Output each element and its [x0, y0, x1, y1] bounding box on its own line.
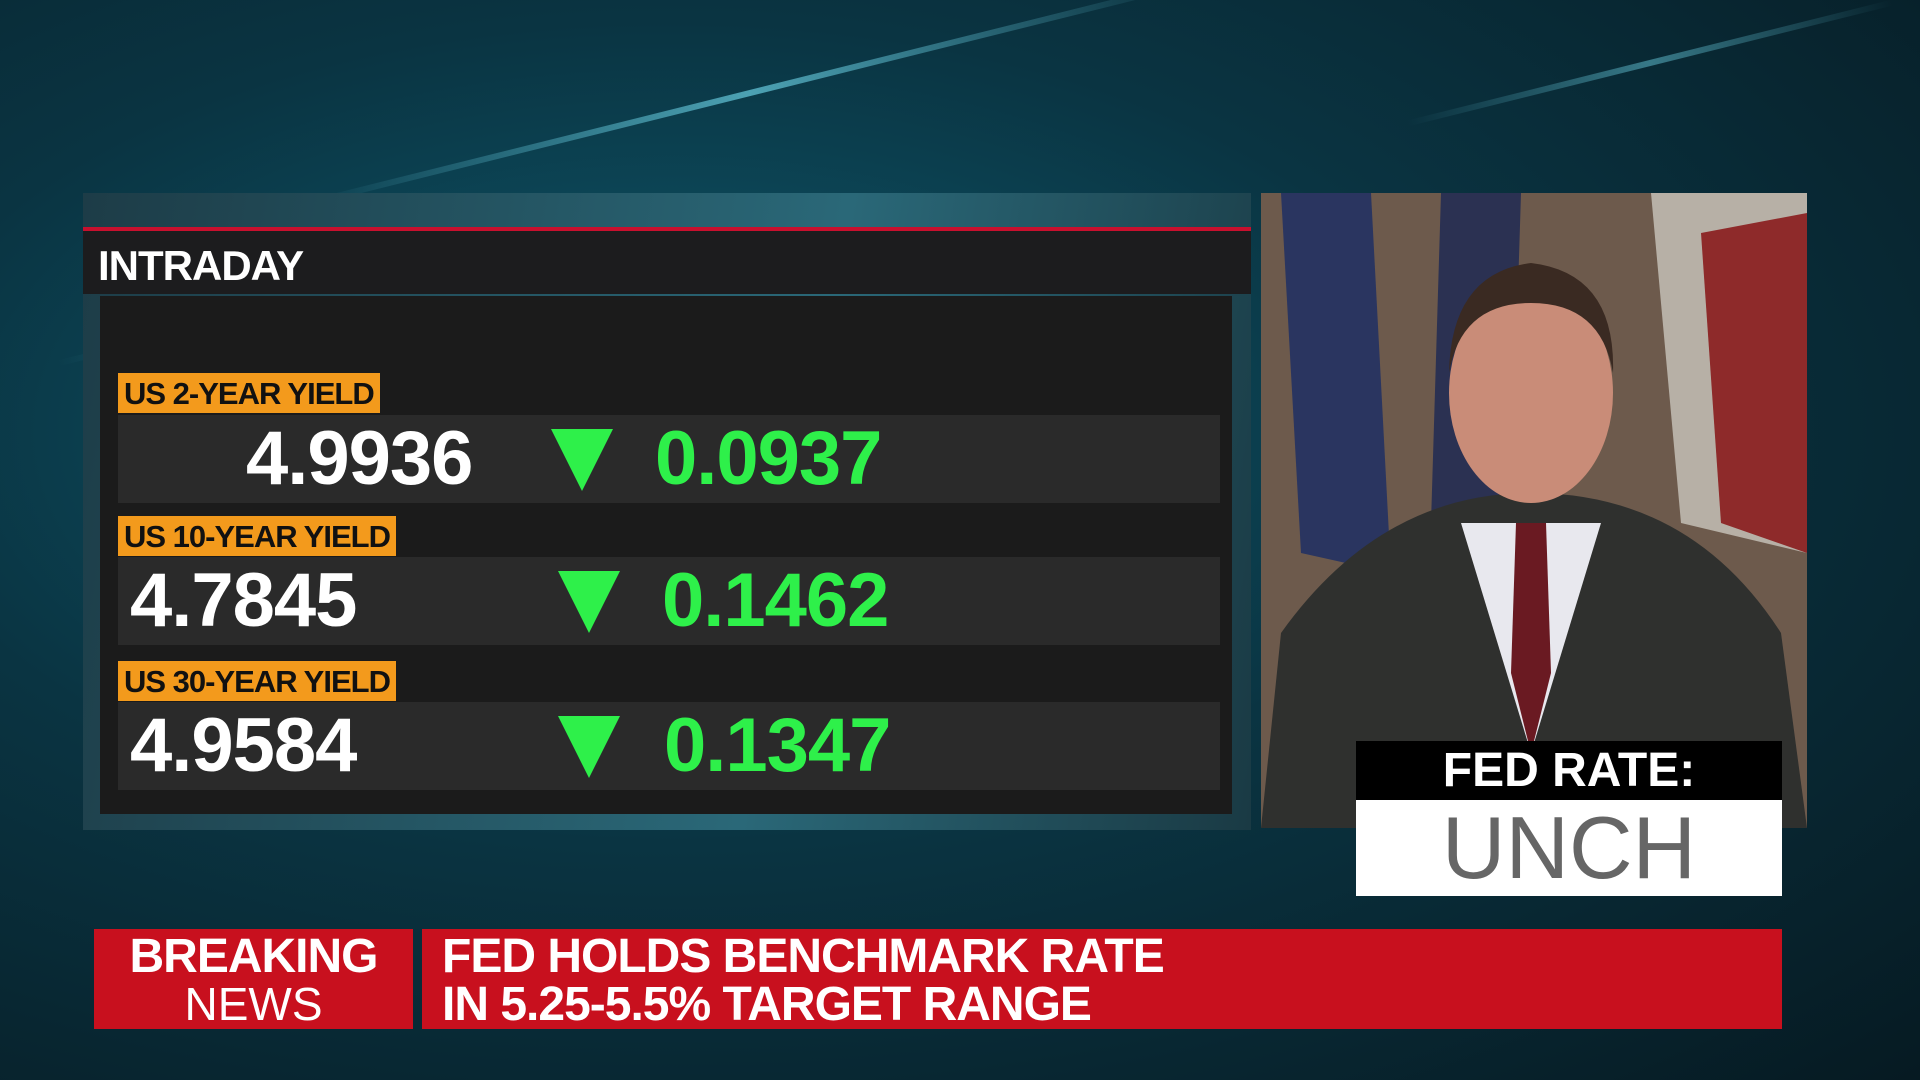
headline-line: FED HOLDS BENCHMARK RATE — [442, 930, 1165, 983]
bg-streak — [312, 0, 1188, 205]
row-label: US 10-YEAR YIELD — [118, 516, 396, 556]
yield-value: 4.9936 — [246, 416, 473, 501]
panel-title: INTRADAY — [98, 242, 304, 289]
row-label: US 30-YEAR YIELD — [118, 661, 396, 701]
side-box-title: FED RATE: — [1356, 741, 1782, 800]
tag-line: NEWS — [184, 978, 323, 1030]
video-feed — [1261, 193, 1807, 828]
yield-change: 0.0937 — [655, 416, 882, 501]
row-label: US 2-YEAR YIELD — [118, 373, 380, 413]
yield-change: 0.1347 — [664, 703, 891, 788]
row: 4.9936 0.0937 — [118, 415, 1220, 503]
headline: FED HOLDS BENCHMARK RATE IN 5.25-5.5% TA… — [422, 929, 1782, 1029]
side-box-value: UNCH — [1356, 800, 1782, 896]
row: 4.9584 0.1347 — [118, 702, 1220, 790]
accent-line — [83, 227, 1251, 231]
breaking-tag: BREAKING NEWS — [94, 929, 413, 1029]
row: 4.7845 0.1462 — [118, 557, 1220, 645]
yield-value: 4.7845 — [130, 558, 357, 643]
headline-line: IN 5.25-5.5% TARGET RANGE — [442, 978, 1092, 1031]
yield-change: 0.1462 — [662, 558, 889, 643]
panel-header — [83, 231, 1251, 294]
presenter — [1261, 193, 1807, 828]
down-arrow — [551, 429, 613, 491]
down-arrow — [558, 571, 620, 633]
down-arrow — [558, 716, 620, 778]
bg-streak — [1406, 0, 1894, 127]
yield-value: 4.9584 — [130, 703, 357, 788]
tag-line: BREAKING — [129, 930, 378, 983]
